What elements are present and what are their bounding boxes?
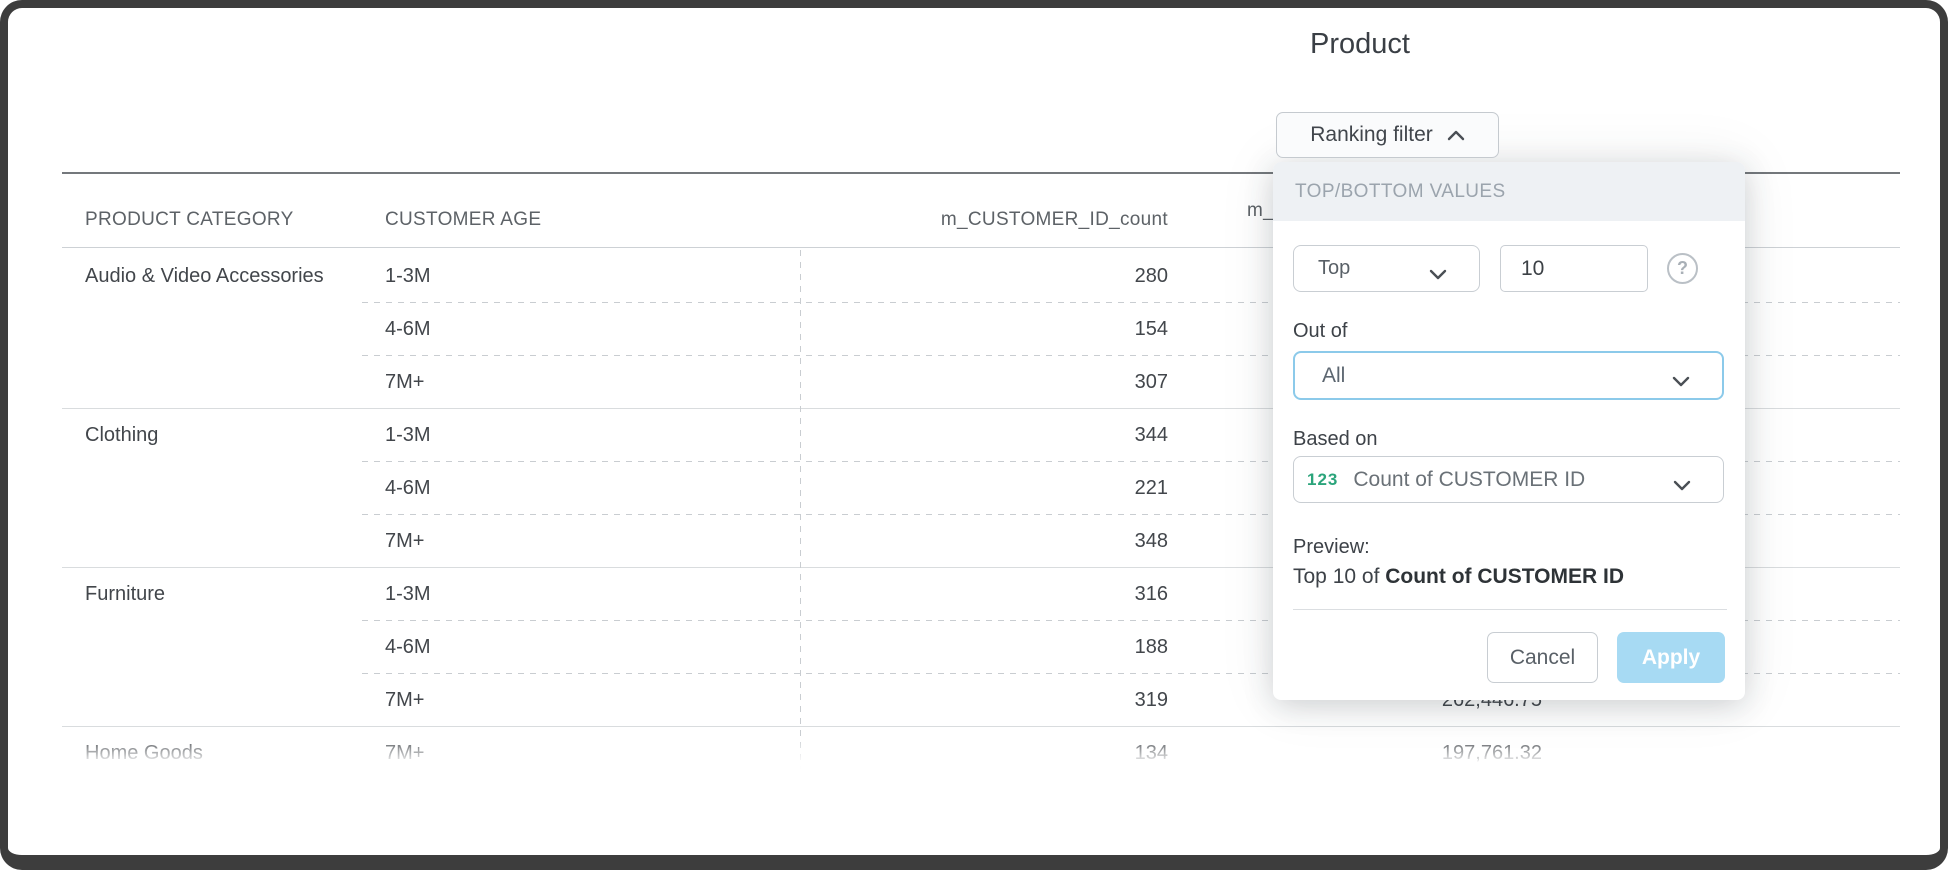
ranking-filter-button[interactable]: Ranking filter [1276,112,1499,158]
cell-customer-age: 4-6M [385,317,431,340]
based-on-label: Based on [1293,428,1378,450]
cell-customer-id-count: 316 [1134,582,1168,605]
preview-bold: Count of CUSTOMER ID [1385,565,1624,588]
row-separator-dashed [362,302,1900,303]
table-row: 7M+ 134 197,761.32 [62,727,1900,770]
out-of-select-value: All [1322,363,1346,387]
preview-label: Preview: [1293,536,1370,558]
table-row: 7M+ 348 [62,515,1900,567]
table-group: 1-3M 344 4-6M 221 7M+ 348 Clothing [62,409,1900,568]
cell-customer-id-count: 307 [1134,370,1168,393]
cell-customer-age: 7M+ [385,688,425,711]
count-input[interactable] [1500,245,1648,292]
cell-customer-age: 1-3M [385,582,431,605]
table-row: 7M+ 307 [62,356,1900,408]
table-row: 1-3M 280 [62,250,1900,302]
cell-customer-id-count: 344 [1134,423,1168,446]
table-row: 1-3M 344 [62,409,1900,461]
cell-customer-id-count: 154 [1134,317,1168,340]
cell-sum-value: 197,761.32 [1441,741,1542,764]
table-row: 1-3M 316 [62,568,1900,620]
table-row: 4-6M 188 [62,621,1900,673]
row-separator-dashed [362,355,1900,356]
row-separator-dashed [362,620,1900,621]
cell-customer-id-count: 188 [1134,635,1168,658]
table-group: 1-3M 280 4-6M 154 7M+ 307 Audio & Video Access… [62,250,1900,409]
cell-customer-age: 1-3M [385,423,431,446]
column-header-truncated: m_ [1247,200,1274,221]
top-bottom-select[interactable]: Top [1293,245,1480,292]
table-row: 4-6M 221 [62,462,1900,514]
cell-customer-id-count: 348 [1134,529,1168,552]
cancel-button[interactable]: Cancel [1487,632,1598,683]
out-of-label: Out of [1293,320,1348,342]
preview-text: Top 10 of Count of CUSTOMER ID [1293,565,1624,589]
column-header-product-category: PRODUCT CATEGORY [85,209,294,230]
cell-customer-id-count: 280 [1134,264,1168,287]
based-on-select-value: Count of CUSTOMER ID [1353,467,1586,491]
numeric-field-icon: 123 [1307,469,1339,489]
panel-header: TOP/BOTTOM VALUES [1273,162,1745,221]
column-header-customer-id-count: m_CUSTOMER_ID_count [940,209,1168,230]
cell-product-category: Furniture [85,582,166,605]
cell-customer-age: 4-6M [385,635,431,658]
ranking-filter-panel: TOP/BOTTOM VALUES Top ? Out of All Based… [1273,162,1745,700]
cell-product-category: Audio & Video Accessories [85,264,324,287]
cell-customer-age: 1-3M [385,264,431,287]
table-row: 4-6M 154 [62,303,1900,355]
apply-button[interactable]: Apply [1617,632,1725,683]
ranking-filter-button-label: Ranking filter [1310,123,1433,146]
cell-customer-id-count: 221 [1134,476,1168,499]
table-top-border [62,172,1900,174]
cell-customer-id-count: 134 [1134,741,1168,764]
row-separator-dashed [362,514,1900,515]
cell-customer-age: 7M+ [385,529,425,552]
row-separator-dashed [362,673,1900,674]
cell-customer-age: 7M+ [385,741,425,764]
table-header-underline [62,247,1900,248]
cell-customer-age: 7M+ [385,370,425,393]
help-icon[interactable]: ? [1667,253,1698,284]
column-header-customer-age: CUSTOMER AGE [385,209,542,230]
out-of-select[interactable]: All [1293,351,1724,400]
page-title: Product [1310,28,1410,60]
row-separator-dashed [362,461,1900,462]
cell-customer-id-count: 319 [1134,688,1168,711]
cell-customer-age: 4-6M [385,476,431,499]
based-on-select[interactable]: 123 Count of CUSTOMER ID [1293,456,1724,503]
cell-product-category: Clothing [85,423,159,446]
chevron-up-icon [1447,130,1465,141]
preview-prefix: Top 10 of [1293,565,1386,588]
column-divider-dashed [800,250,801,770]
table-group: 7M+ 134 197,761.32 Home Goods [62,727,1900,770]
top-bottom-select-value: Top [1318,257,1351,279]
cell-product-category: Home Goods [85,741,203,764]
table-header-row: PRODUCT CATEGORY CUSTOMER AGE m_CUSTOMER… [62,200,1900,240]
panel-divider [1293,609,1727,610]
